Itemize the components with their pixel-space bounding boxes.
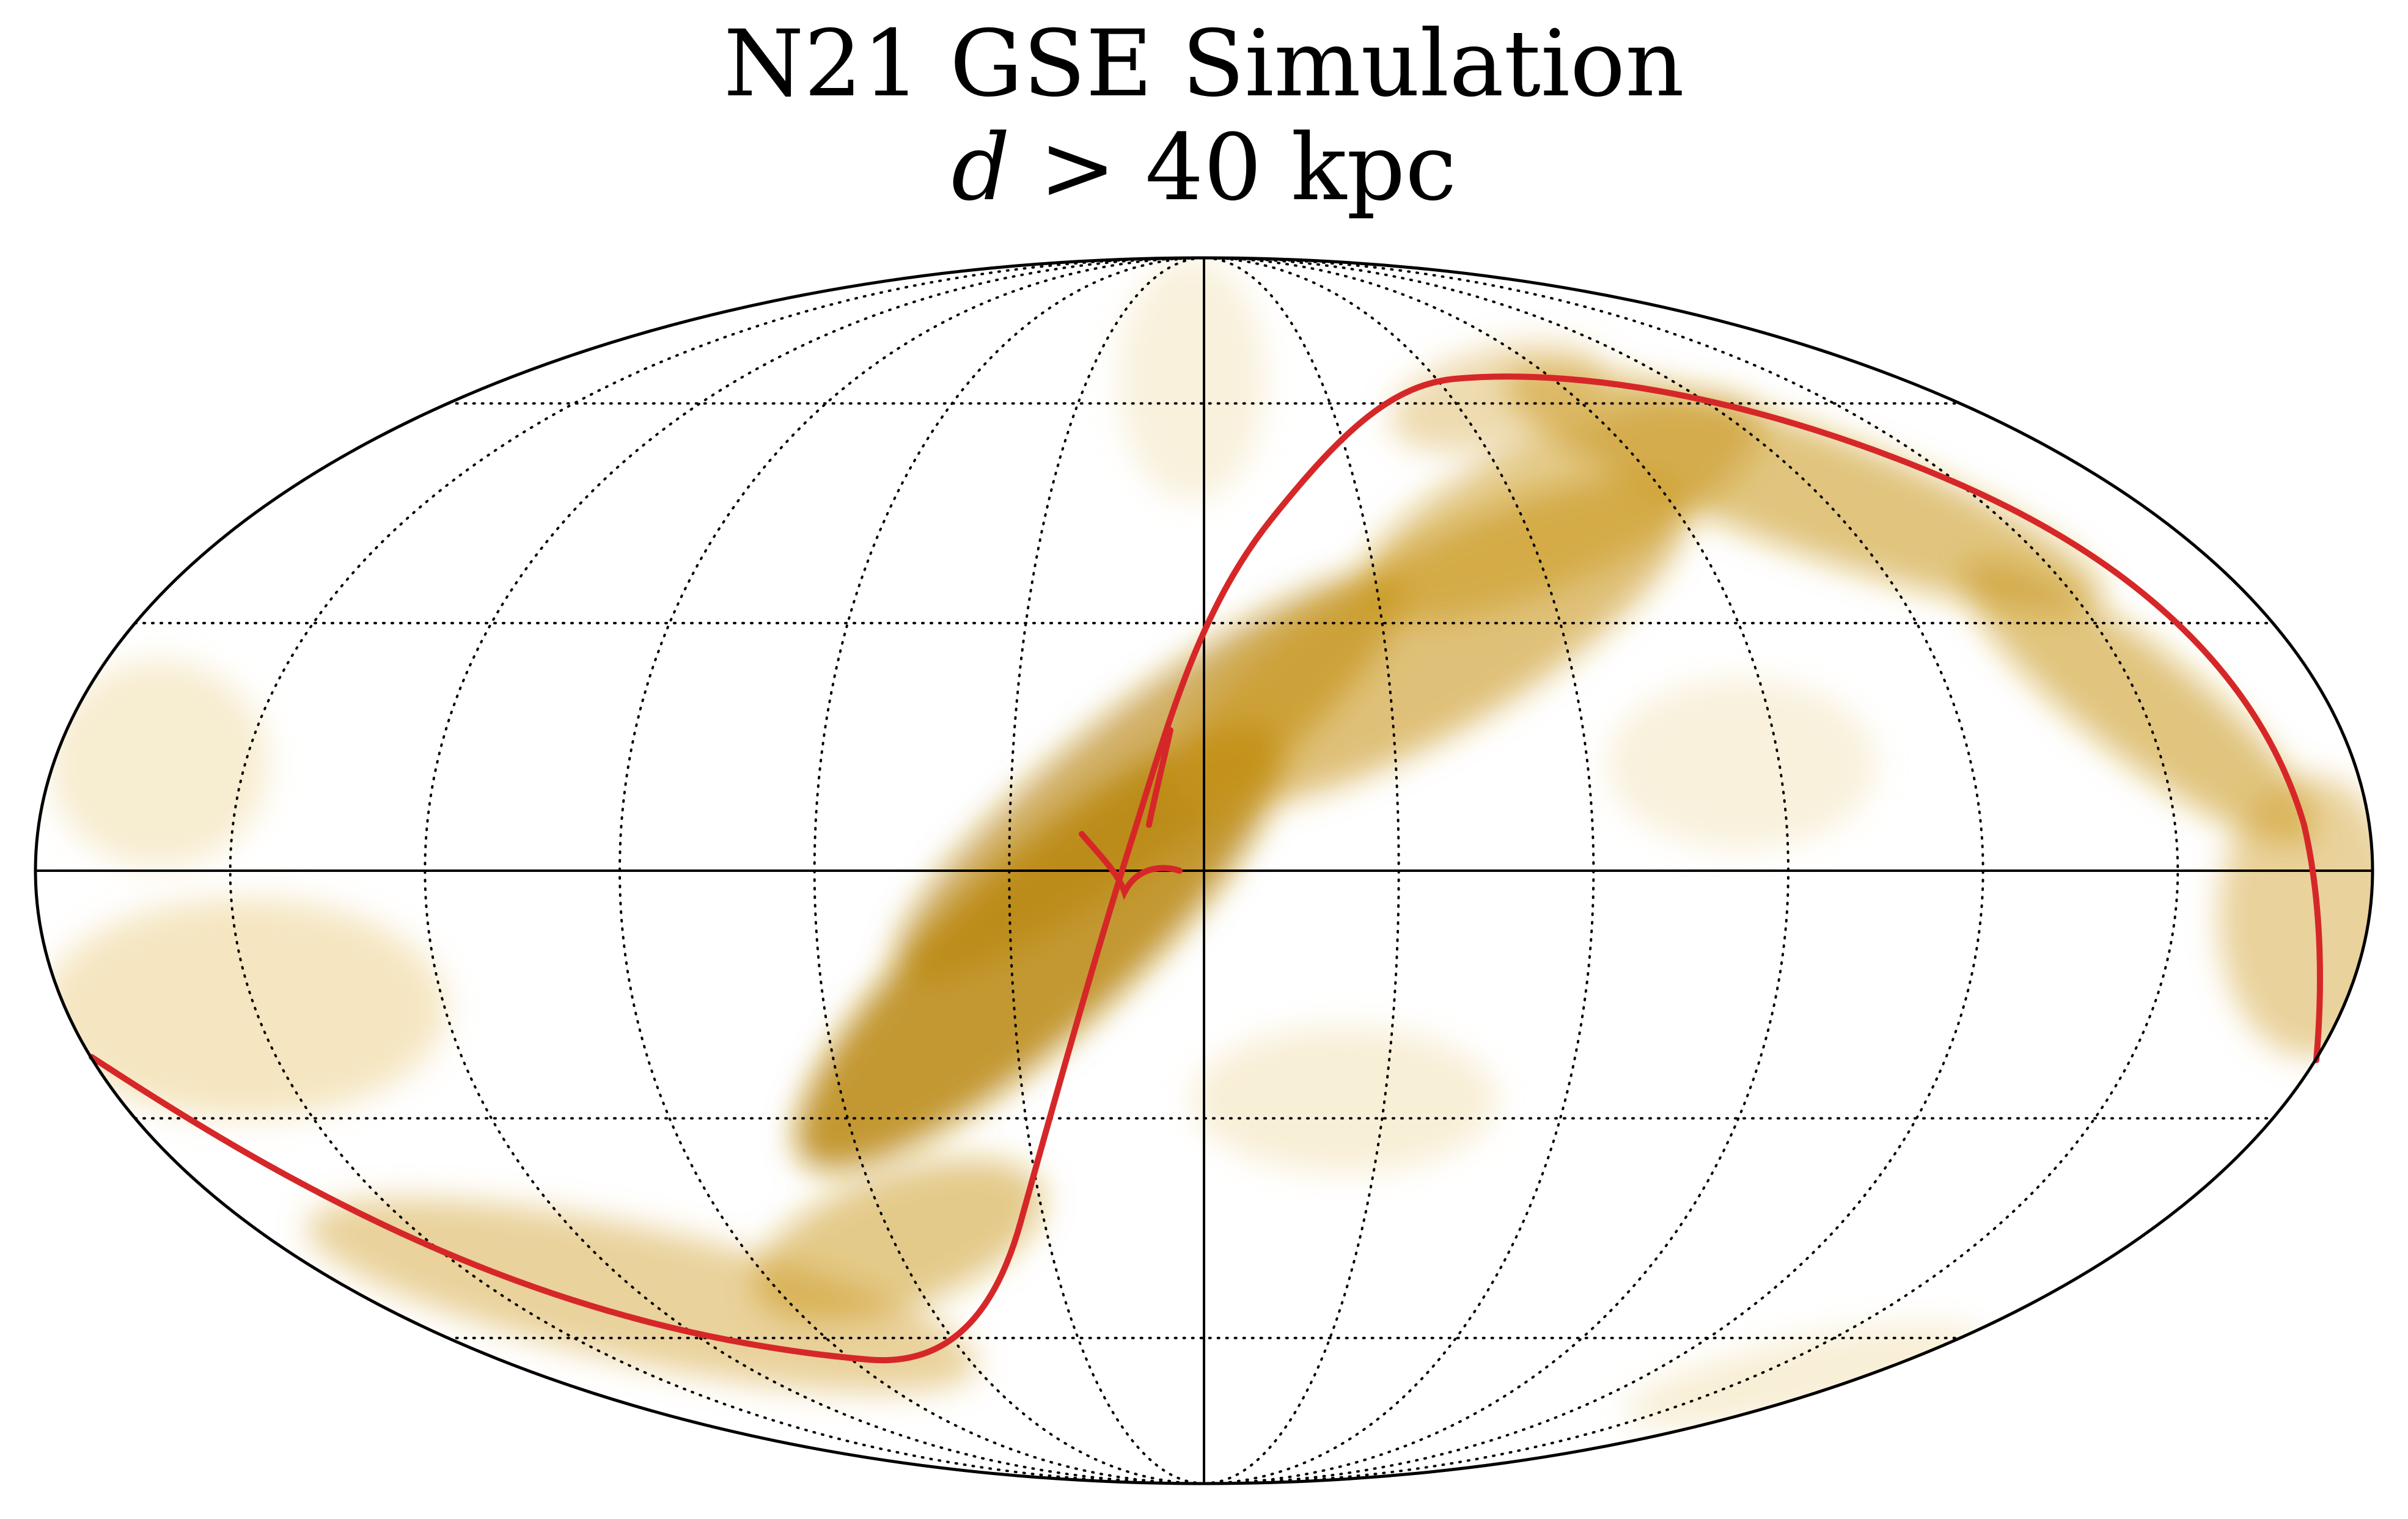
distance-threshold: 40 kpc [1145,115,1457,221]
map-boundary [34,256,2374,1485]
map-subtitle: d > 40 kpc [0,122,2408,214]
stream-track-line [89,373,2323,1364]
density-arc-right-1 [1503,365,2102,612]
greater-than-symbol: > [1039,115,1117,221]
density-faint-4 [1118,258,1265,501]
distance-symbol: d [951,115,1010,221]
density-faint-1 [1192,1027,1497,1173]
density-blobs [43,258,2373,1427]
density-faint-2 [1623,1322,1983,1427]
density-arc-left-2 [753,1158,1044,1323]
density-arc-right-2 [1962,560,2316,845]
density-layer [43,258,2373,1427]
density-left-wing [43,898,446,1118]
stream-direction-tick [1146,727,1173,828]
density-left-edge [49,660,269,868]
density-top-patch [1390,342,1605,453]
stream-direction-arrow [1079,831,1183,901]
map-title: N21 GSE Simulation [724,11,1684,117]
density-arc-left-1 [306,1198,977,1393]
density-arc-right-3 [2219,776,2373,1057]
graticule [35,257,2373,1485]
density-faint-3 [1607,678,1876,849]
